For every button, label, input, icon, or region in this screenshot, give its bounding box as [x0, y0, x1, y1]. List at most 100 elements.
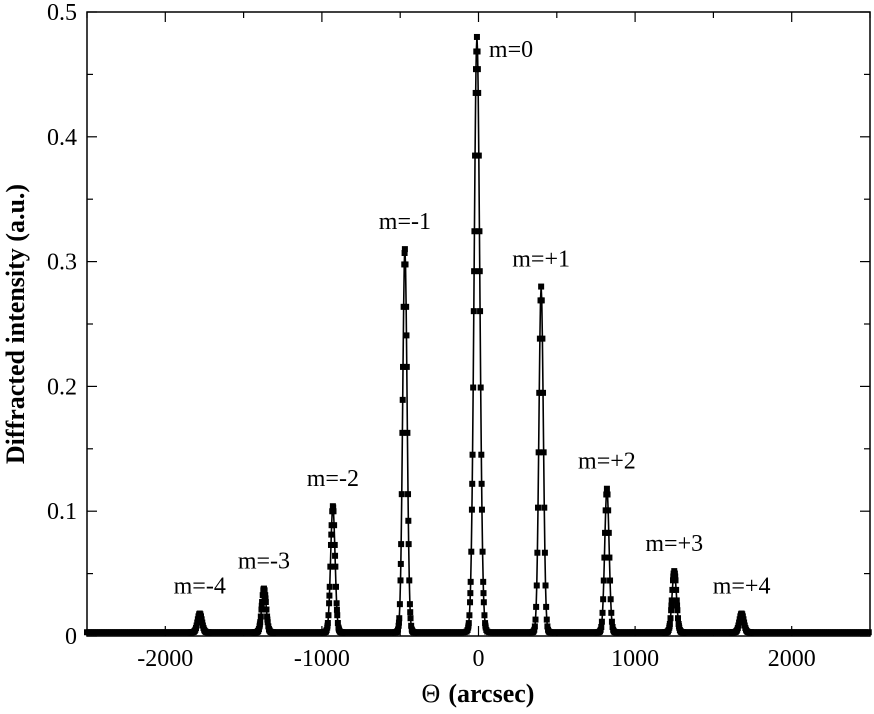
- data-point: [668, 607, 675, 614]
- data-point: [406, 577, 413, 584]
- data-point: [674, 607, 681, 614]
- data-point: [396, 615, 403, 622]
- data-point: [325, 612, 332, 619]
- data-point: [408, 622, 415, 629]
- data-point: [539, 335, 546, 342]
- y-tick-labels: 0 0.1 0.2 0.3 0.4 0.5: [47, 0, 77, 650]
- data-point: [263, 606, 270, 613]
- data-point: [538, 297, 545, 304]
- peak-labels: m=-4 m=-3 m=-2 m=-1 m=0 m=+1 m=+2 m=+3 m=+4: [174, 37, 771, 600]
- data-point: [259, 599, 266, 606]
- intensity-line: [87, 36, 869, 634]
- data-point: [330, 508, 337, 515]
- data-point: [332, 552, 339, 559]
- data-point: [397, 577, 404, 584]
- data-point: [532, 616, 539, 623]
- data-point: [264, 619, 271, 626]
- data-point: [467, 590, 474, 597]
- data-point: [598, 623, 605, 630]
- peak-label: m=0: [489, 37, 533, 63]
- data-point: [599, 609, 606, 616]
- data-point: [403, 363, 410, 370]
- data-point: [479, 548, 486, 555]
- data-point: [601, 554, 608, 561]
- data-point: [481, 612, 488, 619]
- peak-label: m=+2: [578, 449, 636, 475]
- data-point: [538, 283, 545, 290]
- data-point: [543, 603, 550, 610]
- data-point: [405, 541, 412, 548]
- data-point: [404, 429, 411, 436]
- data-point: [397, 560, 404, 567]
- data-point: [194, 619, 201, 626]
- data-point: [607, 596, 614, 603]
- y-tick-label: 0.4: [47, 125, 77, 151]
- data-point: [395, 626, 402, 633]
- data-point: [475, 89, 482, 96]
- data-point: [472, 152, 479, 159]
- data-point: [598, 618, 605, 625]
- y-tick-label: 0.1: [47, 499, 77, 525]
- data-point: [470, 384, 477, 391]
- data-point: [198, 616, 205, 623]
- data-point: [540, 449, 547, 456]
- data-point: [674, 602, 681, 609]
- data-point: [604, 491, 611, 498]
- data-point: [471, 228, 478, 235]
- data-point: [602, 529, 609, 536]
- data-point: [467, 599, 474, 606]
- data-point: [407, 609, 414, 616]
- data-point: [468, 506, 475, 513]
- data-point: [672, 577, 679, 584]
- data-point: [331, 522, 338, 529]
- data-point: [669, 586, 676, 593]
- data-point: [605, 507, 612, 514]
- data-point: [533, 603, 540, 610]
- data-point: [531, 626, 538, 633]
- data-point: [262, 592, 269, 599]
- data-point: [533, 582, 540, 589]
- data-point: [666, 620, 673, 627]
- data-point: [399, 429, 406, 436]
- data-point: [474, 48, 481, 55]
- data-point: [477, 308, 484, 315]
- data-point: [475, 152, 482, 159]
- data-point: [469, 451, 476, 458]
- data-point: [328, 531, 335, 538]
- data-point: [333, 600, 340, 607]
- data-point: [672, 573, 679, 580]
- data-point: [257, 619, 264, 626]
- data-point: [470, 308, 477, 315]
- data-point: [330, 504, 337, 511]
- data-point: [540, 389, 547, 396]
- data-point: [466, 612, 473, 619]
- peak-label: m=-4: [174, 574, 226, 600]
- x-tick-labels: -2000 -1000 0 1000 2000: [137, 646, 815, 672]
- data-point: [531, 623, 538, 630]
- data-point: [543, 616, 550, 623]
- peak-label: m=-3: [238, 549, 290, 575]
- data-point: [603, 485, 610, 492]
- data-point: [395, 622, 402, 629]
- data-point: [403, 332, 410, 339]
- data-point: [262, 599, 269, 606]
- data-point: [469, 480, 476, 487]
- data-point: [467, 578, 474, 585]
- x-tick-label: 2000: [768, 646, 816, 672]
- data-point: [740, 616, 747, 623]
- data-point: [401, 246, 408, 253]
- data-point: [605, 529, 612, 536]
- data-point: [477, 384, 484, 391]
- data-point: [478, 480, 485, 487]
- data-point: [473, 33, 480, 40]
- data-point: [332, 563, 339, 570]
- data-point: [406, 601, 413, 608]
- data-point: [474, 66, 481, 73]
- data-point: [668, 602, 675, 609]
- data-point: [541, 549, 548, 556]
- data-point: [403, 303, 410, 310]
- y-tick-label: 0.5: [47, 0, 77, 26]
- data-point: [480, 599, 487, 606]
- data-point: [544, 623, 551, 630]
- data-point: [262, 595, 269, 602]
